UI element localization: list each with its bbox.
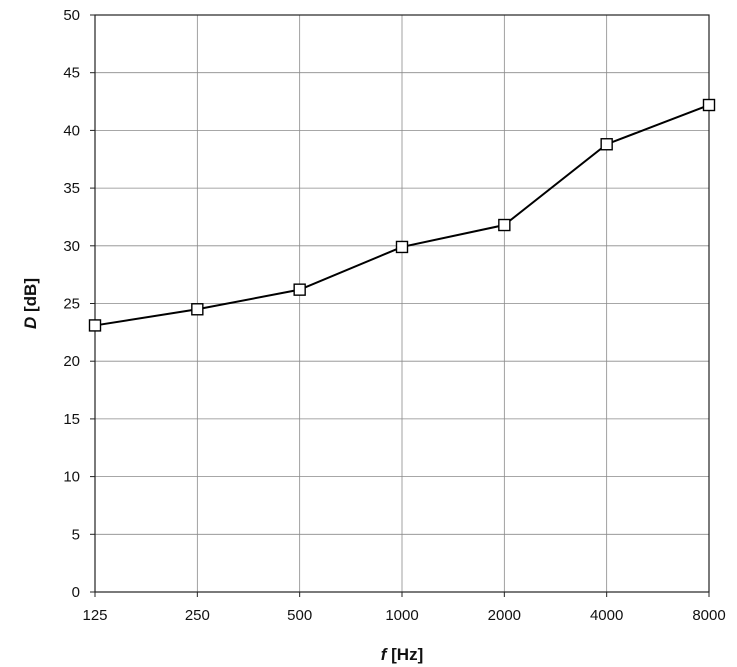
y-tick-labels: 0 5 10 15 20 25 30 35 40 45 50: [63, 7, 80, 601]
x-axis-variable: f: [381, 645, 389, 664]
grid-lines: [90, 14, 710, 597]
y-tick-label: 5: [72, 526, 80, 543]
data-point-marker: [498, 218, 511, 232]
data-point-marker: [702, 98, 716, 112]
x-tick-label: 8000: [692, 607, 725, 624]
x-tick-labels: 125 250 500 1000 2000 4000 8000: [82, 607, 725, 624]
data-point-marker: [293, 283, 306, 296]
x-tick-label: 2000: [488, 607, 521, 624]
y-tick-label: 35: [63, 180, 80, 197]
x-tick-label: 250: [185, 607, 210, 624]
data-point-marker: [600, 138, 613, 151]
x-tick-label: 1000: [385, 607, 418, 624]
y-tick-label: 20: [63, 353, 80, 370]
y-tick-label: 10: [63, 469, 80, 486]
plot-frame: [94, 14, 710, 593]
data-point-marker: [88, 319, 102, 332]
y-tick-label: 40: [63, 122, 80, 139]
y-tick-label: 25: [63, 296, 80, 313]
data-point-marker: [191, 303, 204, 316]
x-axis-label: f [Hz]: [381, 645, 424, 664]
y-axis-label: D [dB]: [21, 278, 40, 329]
series: [88, 98, 716, 332]
x-axis-unit: [Hz]: [386, 645, 423, 664]
x-tick-label: 4000: [590, 607, 623, 624]
data-point-marker: [395, 240, 409, 254]
y-tick-label: 50: [63, 7, 80, 24]
y-tick-label: 15: [63, 411, 80, 428]
x-tick-label: 125: [82, 607, 107, 624]
y-tick-label: 45: [63, 65, 80, 82]
y-tick-label: 0: [72, 584, 80, 601]
y-axis-unit: [dB]: [21, 278, 40, 317]
y-tick-label: 30: [63, 238, 80, 255]
x-tick-label: 500: [287, 607, 312, 624]
y-axis-variable: D: [21, 317, 40, 329]
